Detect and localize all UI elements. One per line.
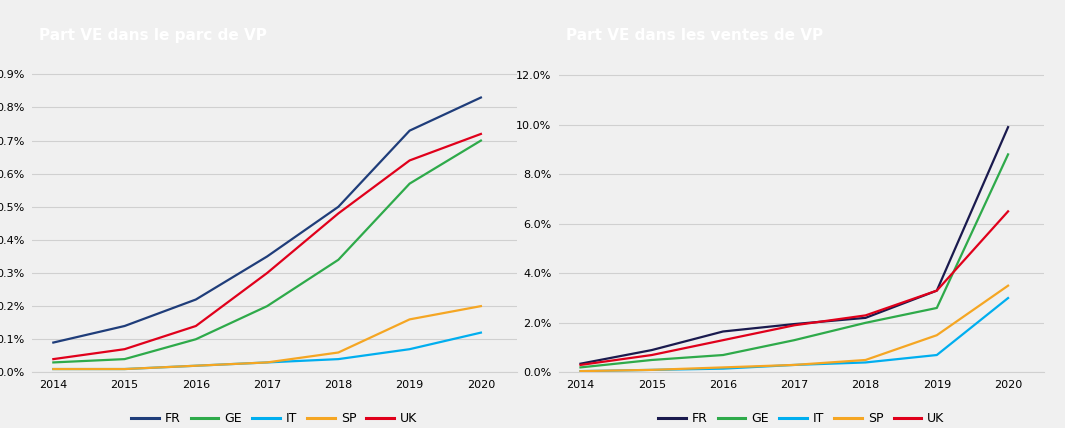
Text: Part VE dans les ventes de VP: Part VE dans les ventes de VP bbox=[567, 28, 823, 43]
Legend: FR, GE, IT, SP, UK: FR, GE, IT, SP, UK bbox=[653, 407, 950, 428]
Text: Part VE dans le parc de VP: Part VE dans le parc de VP bbox=[39, 28, 267, 43]
Legend: FR, GE, IT, SP, UK: FR, GE, IT, SP, UK bbox=[126, 407, 423, 428]
